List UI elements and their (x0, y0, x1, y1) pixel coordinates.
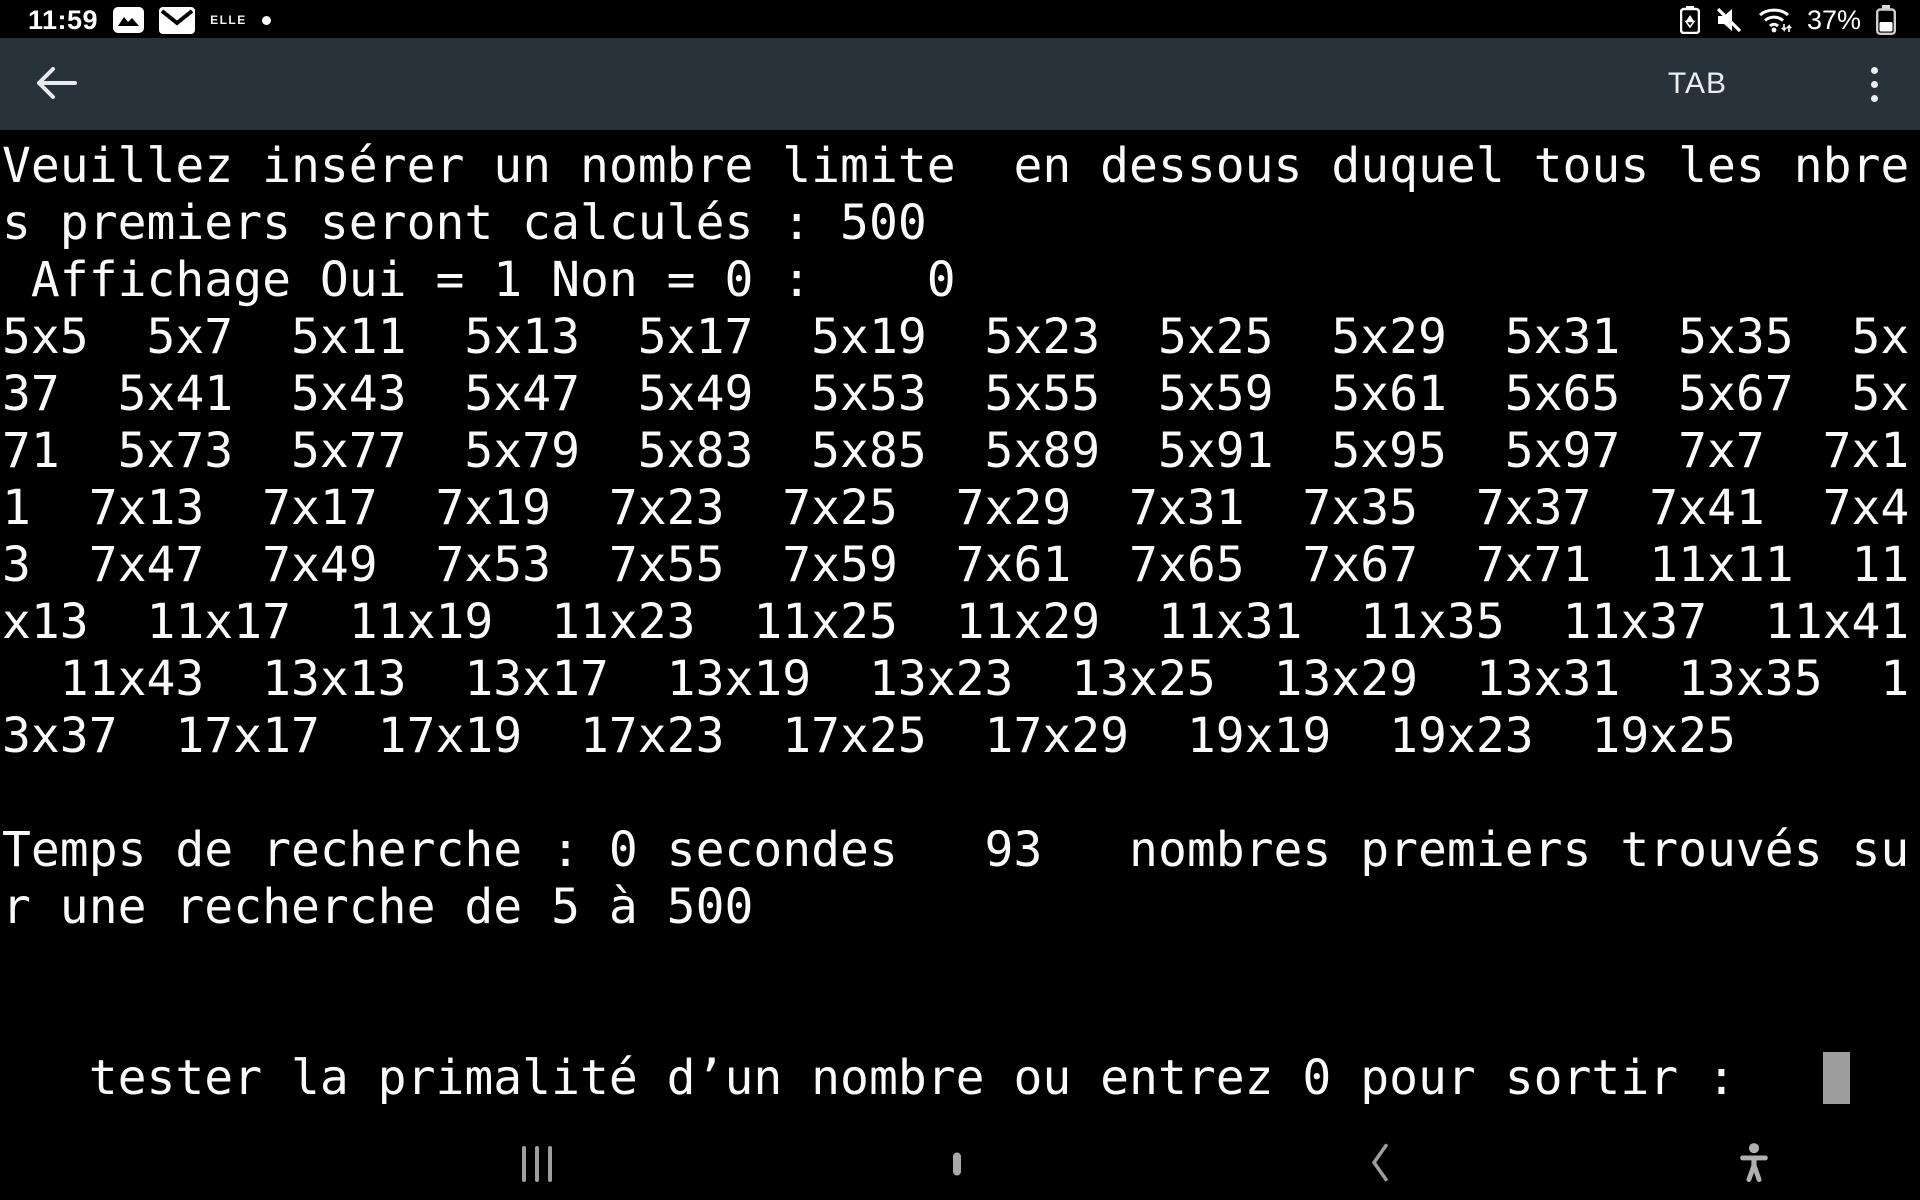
clock: 11:59 (28, 4, 99, 35)
navigation-bar (0, 1128, 1920, 1200)
recents-button[interactable] (522, 1146, 552, 1182)
overflow-menu-icon (1871, 66, 1878, 74)
email-icon (159, 6, 196, 34)
battery-icon (1876, 5, 1896, 35)
toolbar-actions: TAB (1668, 63, 1882, 106)
nav-back-icon (1369, 1143, 1391, 1187)
battery-percent: 37% (1806, 4, 1861, 35)
accessibility-icon (1739, 1143, 1769, 1186)
terminal-text: Veuillez insérer un nombre limite en des… (2, 138, 1910, 935)
terminal-cursor[interactable] (1822, 1052, 1850, 1104)
overflow-menu-button[interactable] (1867, 63, 1882, 106)
status-bar-right: 37% (1679, 4, 1896, 36)
tab-key-button[interactable]: TAB (1667, 67, 1727, 100)
recents-icon (522, 1146, 526, 1182)
elle-notification-label: ELLE (210, 13, 247, 27)
terminal-output: Veuillez insérer un nombre limite en des… (0, 130, 1920, 1107)
prompt-text: tester la primalité d’un nombre ou entre… (2, 1050, 1823, 1106)
status-bar-left: 11:59 ELLE (28, 5, 271, 36)
minimize-keyboard-button[interactable] (1779, 95, 1815, 100)
home-icon (953, 1152, 961, 1176)
status-bar: 11:59 ELLE 37% (0, 0, 1920, 38)
nav-back-button[interactable] (1369, 1142, 1391, 1187)
wifi-icon (1758, 6, 1792, 34)
back-button[interactable] (34, 64, 80, 105)
home-button[interactable] (953, 1152, 961, 1176)
app-toolbar: TAB (0, 38, 1920, 130)
battery-saver-icon (1679, 6, 1700, 34)
back-arrow-icon (34, 66, 80, 105)
terminal-console[interactable]: Veuillez insérer un nombre limite en des… (0, 130, 1920, 1200)
accessibility-button[interactable] (1739, 1143, 1769, 1186)
notification-dot-icon (261, 15, 271, 25)
mute-icon (1715, 6, 1743, 34)
gallery-icon (113, 7, 145, 33)
